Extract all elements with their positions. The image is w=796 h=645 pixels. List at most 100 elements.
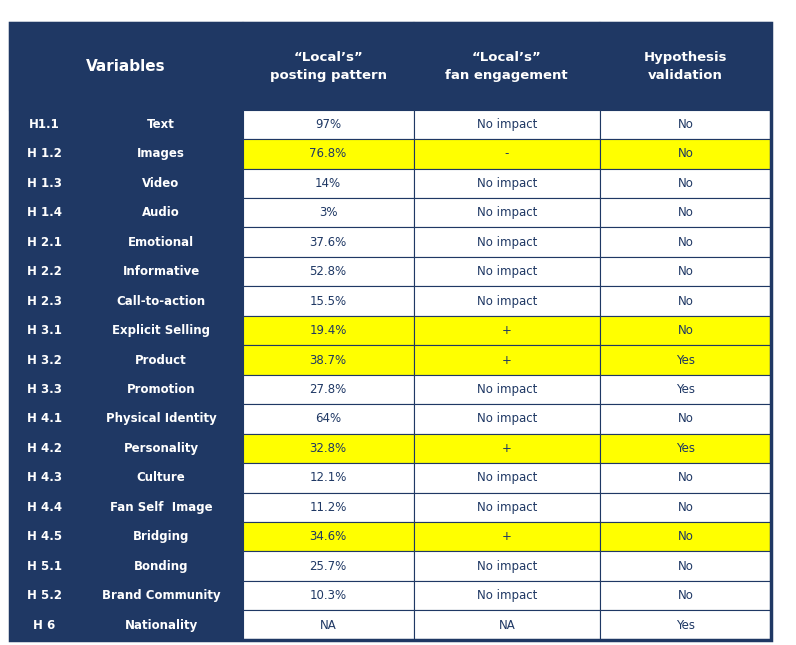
Bar [80, 463, 243, 493]
Text: 27.8%: 27.8% [310, 383, 347, 396]
Bar [243, 610, 414, 640]
Bar [10, 286, 80, 316]
Text: Promotion: Promotion [127, 383, 195, 396]
Bar [600, 610, 771, 640]
Bar [243, 168, 414, 198]
Text: H 4.4: H 4.4 [27, 501, 62, 514]
Bar [600, 463, 771, 493]
Text: No impact: No impact [477, 177, 537, 190]
Bar [600, 198, 771, 228]
Text: NA: NA [320, 619, 337, 631]
Text: Call-to-action: Call-to-action [116, 295, 205, 308]
Text: Images: Images [137, 147, 185, 161]
Text: H 2.1: H 2.1 [27, 235, 62, 249]
Text: No: No [677, 206, 693, 219]
Bar [414, 493, 600, 522]
Bar [243, 345, 414, 375]
Bar [80, 404, 243, 433]
Text: No: No [677, 471, 693, 484]
Text: H 4.3: H 4.3 [27, 471, 62, 484]
Bar [243, 139, 414, 168]
Bar [414, 110, 600, 139]
Bar [600, 345, 771, 375]
Text: H1.1: H1.1 [29, 118, 60, 131]
Bar [414, 433, 600, 463]
Bar [414, 168, 600, 198]
Text: Culture: Culture [137, 471, 185, 484]
Text: H 1.3: H 1.3 [27, 177, 62, 190]
Text: 11.2%: 11.2% [310, 501, 347, 514]
Text: No impact: No impact [477, 383, 537, 396]
Bar [414, 551, 600, 581]
Bar [243, 257, 414, 286]
Text: Hypothesis
validation: Hypothesis validation [644, 50, 728, 82]
Text: No impact: No impact [477, 471, 537, 484]
Text: Bonding: Bonding [134, 560, 189, 573]
Text: No: No [677, 589, 693, 602]
Bar [243, 463, 414, 493]
Bar [600, 168, 771, 198]
Bar [10, 345, 80, 375]
Bar [10, 198, 80, 228]
Text: NA: NA [498, 619, 515, 631]
Bar [80, 257, 243, 286]
Text: H 4.5: H 4.5 [27, 530, 62, 543]
Text: Bridging: Bridging [133, 530, 189, 543]
Bar [600, 316, 771, 345]
Text: H 3.3: H 3.3 [27, 383, 62, 396]
Text: +: + [501, 442, 512, 455]
Text: 12.1%: 12.1% [310, 471, 347, 484]
Bar [10, 257, 80, 286]
Text: 15.5%: 15.5% [310, 295, 346, 308]
Text: Personality: Personality [123, 442, 199, 455]
Text: No: No [677, 560, 693, 573]
Bar [80, 286, 243, 316]
Text: H 4.1: H 4.1 [27, 412, 62, 426]
Bar [10, 375, 80, 404]
Text: 76.8%: 76.8% [310, 147, 347, 161]
Bar [243, 23, 414, 110]
Text: Yes: Yes [676, 383, 695, 396]
Text: No impact: No impact [477, 295, 537, 308]
Bar [80, 610, 243, 640]
Text: No impact: No impact [477, 235, 537, 249]
Text: “Local’s”
posting pattern: “Local’s” posting pattern [270, 50, 387, 82]
Text: Informative: Informative [123, 265, 200, 278]
Bar [10, 493, 80, 522]
Text: Text: Text [147, 118, 175, 131]
Bar [243, 316, 414, 345]
Bar [80, 433, 243, 463]
Text: “Local’s”
fan engagement: “Local’s” fan engagement [446, 50, 568, 82]
Text: No impact: No impact [477, 118, 537, 131]
Bar [600, 286, 771, 316]
Text: No: No [677, 265, 693, 278]
Bar [243, 110, 414, 139]
Text: Yes: Yes [676, 442, 695, 455]
Bar [80, 581, 243, 610]
Text: No: No [677, 147, 693, 161]
Bar [600, 23, 771, 110]
Bar [80, 375, 243, 404]
Text: H 4.2: H 4.2 [27, 442, 62, 455]
Bar [10, 463, 80, 493]
Bar [243, 286, 414, 316]
Bar [10, 404, 80, 433]
Text: No: No [677, 235, 693, 249]
Text: 32.8%: 32.8% [310, 442, 346, 455]
Text: 38.7%: 38.7% [310, 353, 346, 366]
Bar [243, 375, 414, 404]
Text: H 5.2: H 5.2 [27, 589, 62, 602]
Bar [414, 257, 600, 286]
Text: 25.7%: 25.7% [310, 560, 347, 573]
Text: H 5.1: H 5.1 [27, 560, 62, 573]
Bar [10, 522, 80, 551]
Text: H 3.2: H 3.2 [27, 353, 62, 366]
Bar [10, 110, 80, 139]
Text: No impact: No impact [477, 501, 537, 514]
Bar [600, 404, 771, 433]
Bar [600, 110, 771, 139]
Bar [80, 345, 243, 375]
Bar [80, 198, 243, 228]
Text: No: No [677, 501, 693, 514]
Text: +: + [501, 353, 512, 366]
